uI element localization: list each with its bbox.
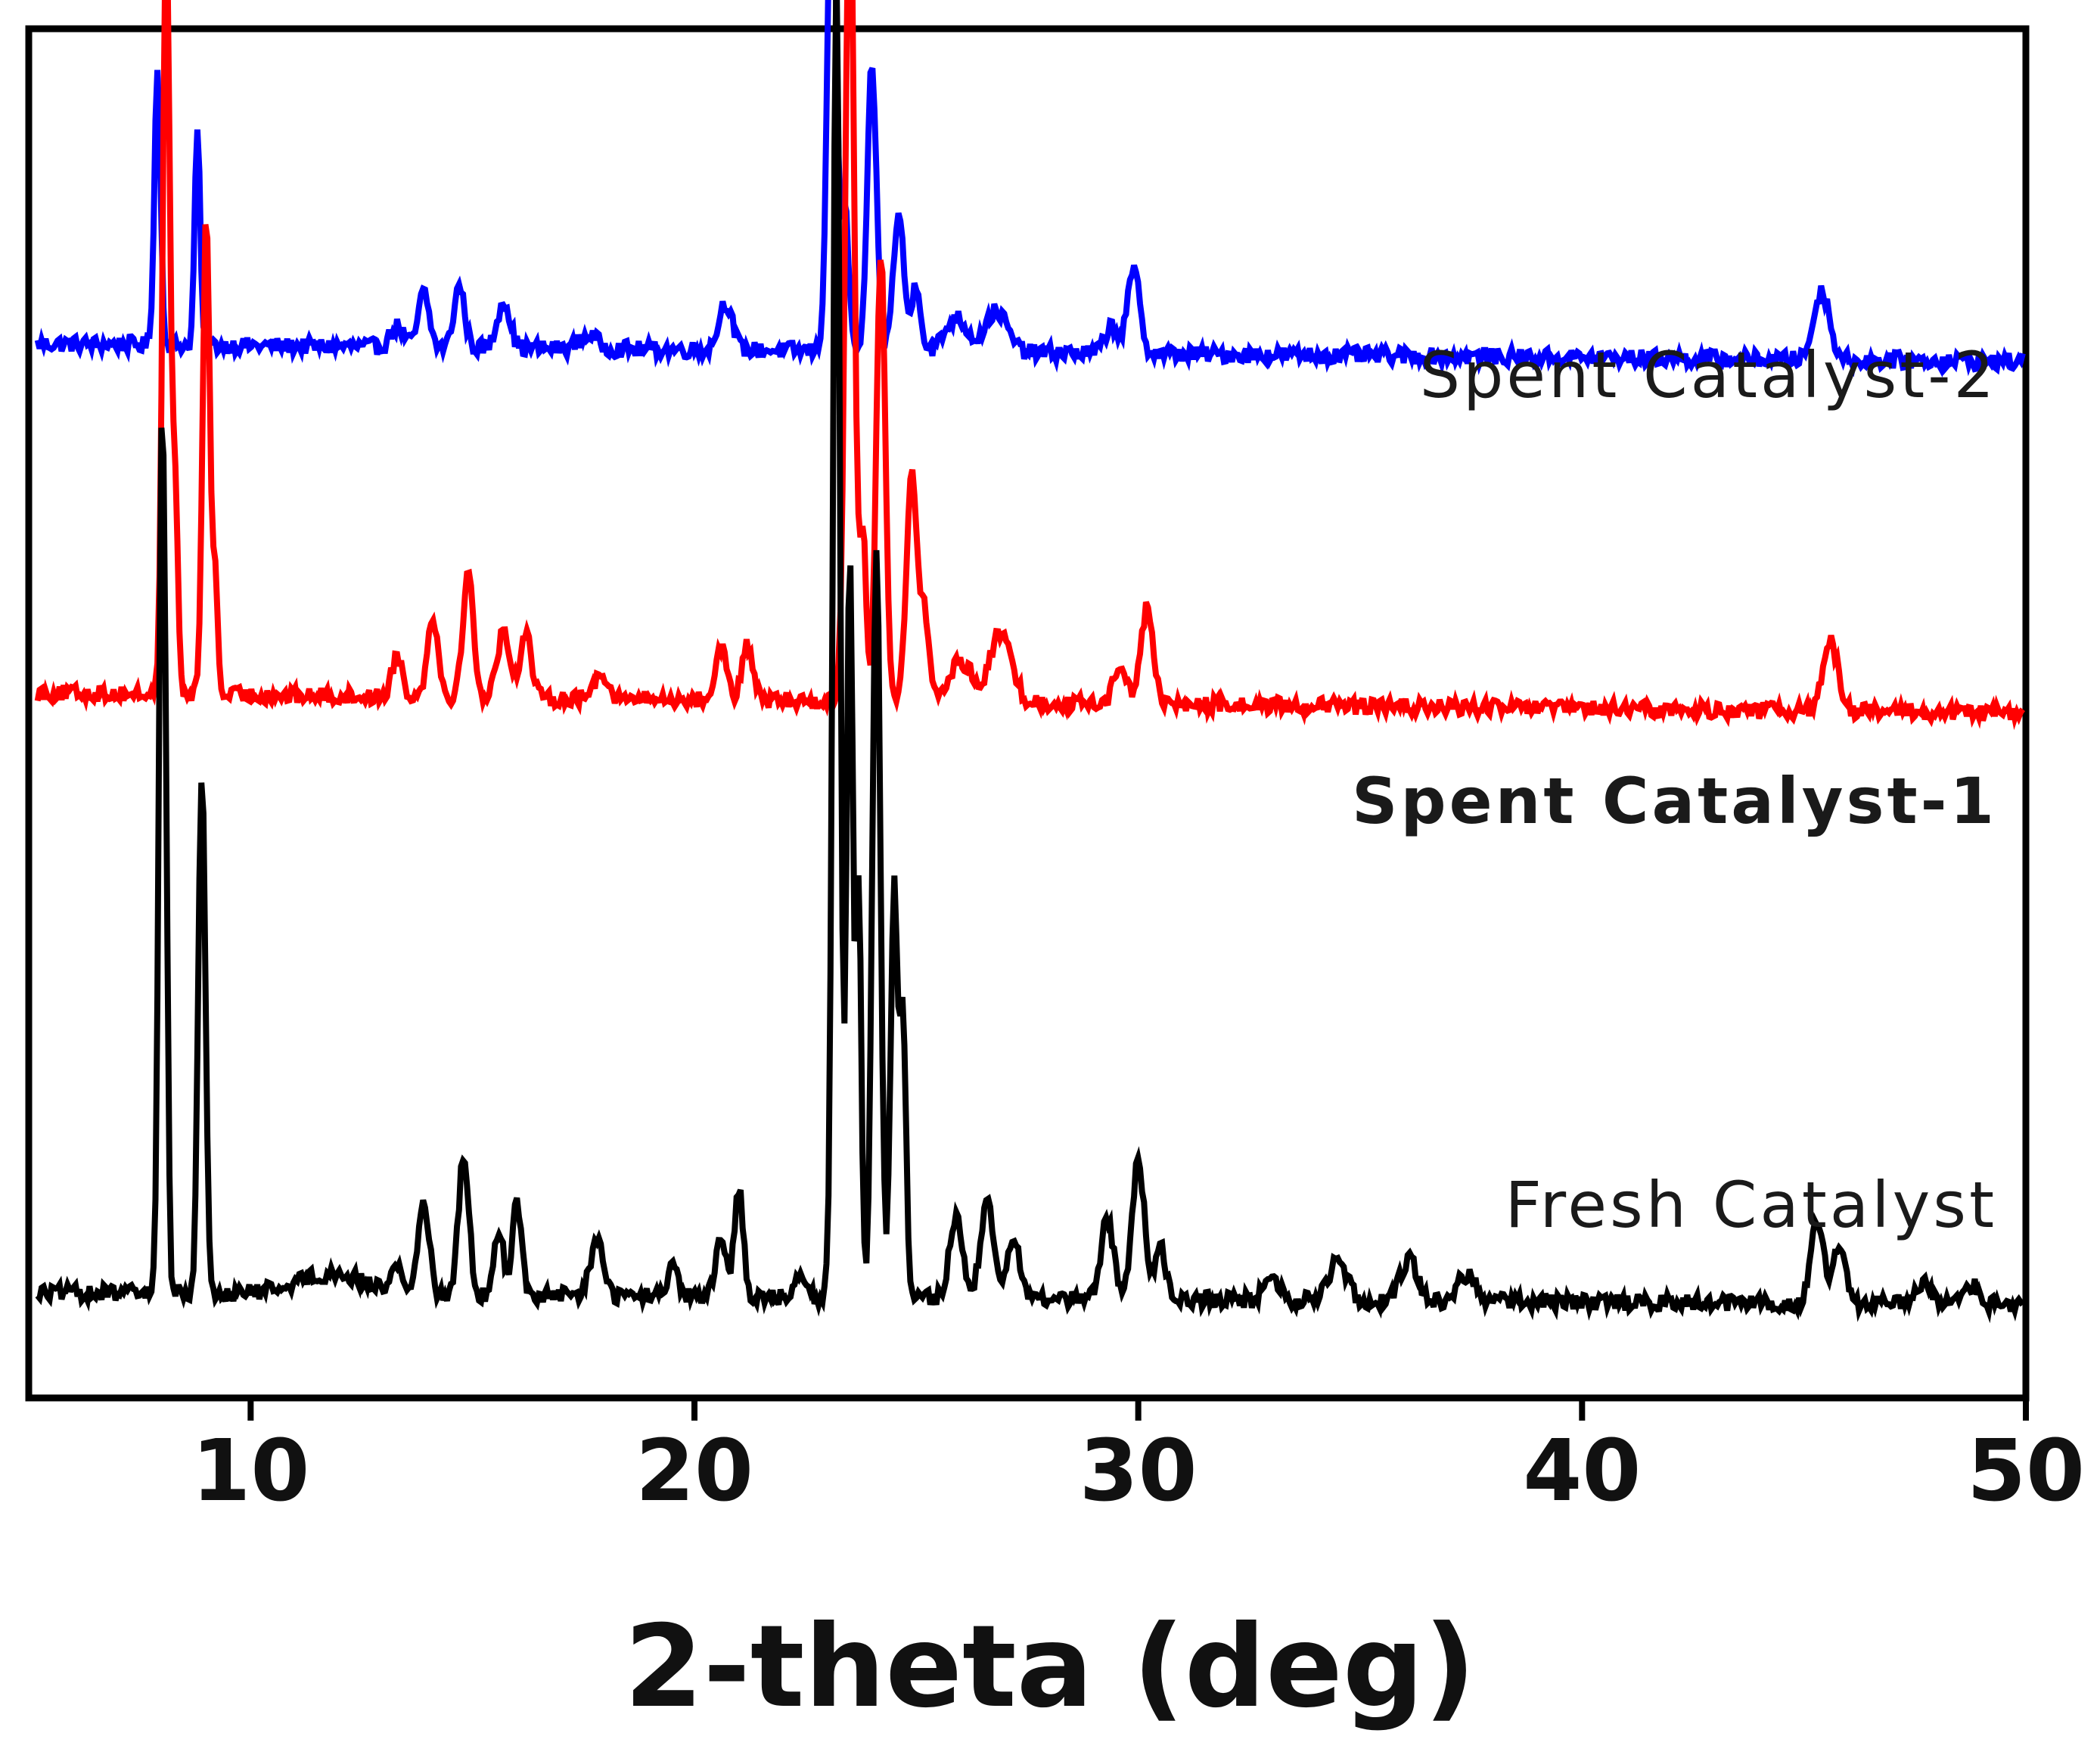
x-tick-label-20: 20 xyxy=(635,1422,753,1520)
x-axis-title: 2-theta (deg) xyxy=(624,1601,1476,1733)
x-tick-label-40: 40 xyxy=(1523,1422,1641,1520)
x-ticks-layer: 10 20 30 40 50 xyxy=(191,1398,2085,1520)
x-tick-label-30: 30 xyxy=(1080,1422,1198,1520)
series-line-spent-catalyst-2 xyxy=(34,0,2026,378)
series-line-spent-catalyst-1 xyxy=(34,0,2026,731)
series-label-spent-catalyst-1: Spent Catalyst-1 xyxy=(1352,764,1997,838)
series-line-fresh-catalyst xyxy=(35,0,2026,1324)
curves-layer xyxy=(34,0,2026,1324)
x-tick-label-10: 10 xyxy=(191,1422,309,1520)
series-label-spent-catalyst-2: Spent Catalyst-2 xyxy=(1420,338,1997,412)
series-labels-layer: Spent Catalyst-2 Spent Catalyst-1 Fresh Ca… xyxy=(1352,338,1997,1242)
x-tick-label-50: 50 xyxy=(1967,1422,2085,1520)
series-label-fresh-catalyst: Fresh Catalyst xyxy=(1505,1168,1997,1242)
plot-frame xyxy=(25,25,2030,1402)
